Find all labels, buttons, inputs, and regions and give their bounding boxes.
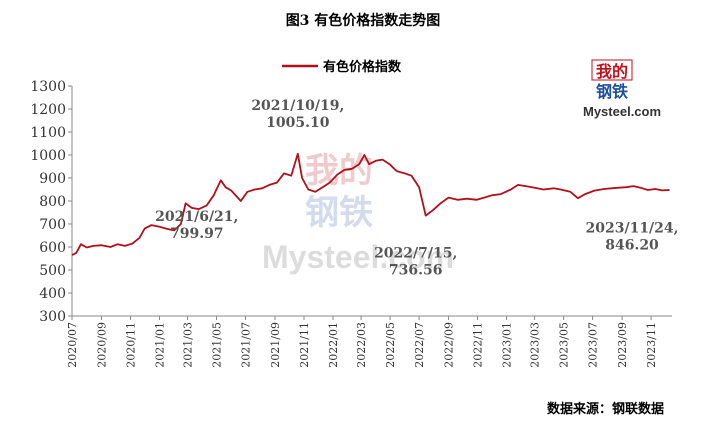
mysteel-logo: 我的 钢铁 Mysteel.com [583, 59, 661, 119]
annotation-label: 2022/7/15, 736.56 [374, 246, 457, 279]
y-tick-label: 400 [39, 286, 66, 302]
annotation-label: 2023/11/24, 846.20 [586, 220, 679, 253]
y-tick-label: 900 [39, 171, 66, 187]
logo-chinese-top: 我的 [596, 62, 628, 81]
x-tick-label: 2022/07 [413, 322, 426, 368]
y-tick-label: 700 [39, 217, 66, 233]
x-tick-label: 2022/03 [355, 322, 368, 368]
x-tick-label: 2020/09 [95, 322, 108, 368]
x-tick-label: 2022/01 [327, 322, 340, 368]
watermark: 我的 钢铁 Mysteel.com [262, 151, 454, 275]
legend-label: 有色价格指数 [323, 59, 402, 75]
legend: 有色价格指数 [282, 59, 402, 75]
y-tick-label: 1000 [30, 148, 66, 164]
watermark-chinese-top: 我的 [305, 151, 373, 191]
x-tick-label: 2021/03 [182, 322, 195, 368]
x-tick-label: 2022/05 [384, 322, 397, 368]
x-tick-label: 2023/07 [587, 322, 600, 368]
y-ticks: 300 400 500 600 700 800 900 1000 1100 1200 1300 [30, 79, 72, 325]
logo-chinese-bottom: 钢铁 [596, 82, 628, 101]
x-tick-label: 2021/11 [298, 322, 311, 368]
y-tick-label: 800 [39, 194, 66, 210]
x-ticks: 2020/07 2020/09 2020/11 2021/01 2021/03 2021/… [66, 316, 658, 368]
annotations: 2021/10/19, 1005.10 2021/6/21, 799.97 2022/7… [155, 98, 678, 279]
x-tick-label: 2023/09 [616, 322, 629, 368]
y-tick-label: 1300 [30, 79, 66, 95]
y-tick-label: 500 [39, 263, 66, 279]
x-tick-label: 2023/05 [558, 322, 571, 368]
x-tick-label: 2020/07 [66, 322, 79, 368]
x-tick-label: 2021/07 [240, 322, 253, 368]
y-tick-label: 1100 [30, 125, 66, 141]
x-tick-label: 2023/11 [645, 322, 658, 368]
x-tick-label: 2023/01 [501, 322, 514, 368]
x-tick-label: 2021/01 [153, 322, 166, 368]
annotation-label: 2021/10/19, 1005.10 [251, 98, 344, 131]
series-line [71, 152, 670, 256]
x-tick-label: 2021/09 [269, 322, 282, 368]
x-tick-label: 2020/11 [124, 322, 137, 368]
source-note: 数据来源：钢联数据 [546, 402, 664, 417]
y-tick-label: 1200 [30, 102, 66, 118]
y-tick-label: 600 [39, 240, 66, 256]
x-tick-label: 2022/11 [472, 322, 485, 368]
x-tick-label: 2021/05 [211, 322, 224, 368]
x-tick-label: 2023/03 [529, 322, 542, 368]
logo-brand: Mysteel.com [583, 104, 661, 119]
y-tick-label: 300 [39, 309, 66, 325]
x-tick-label: 2022/09 [443, 322, 456, 368]
figure-title: 图3 有色价格指数走势图 [285, 13, 441, 29]
watermark-brand: Mysteel.com [262, 239, 454, 275]
watermark-chinese-bottom: 钢铁 [305, 193, 373, 233]
annotation-label: 2021/6/21, 799.97 [155, 209, 238, 242]
